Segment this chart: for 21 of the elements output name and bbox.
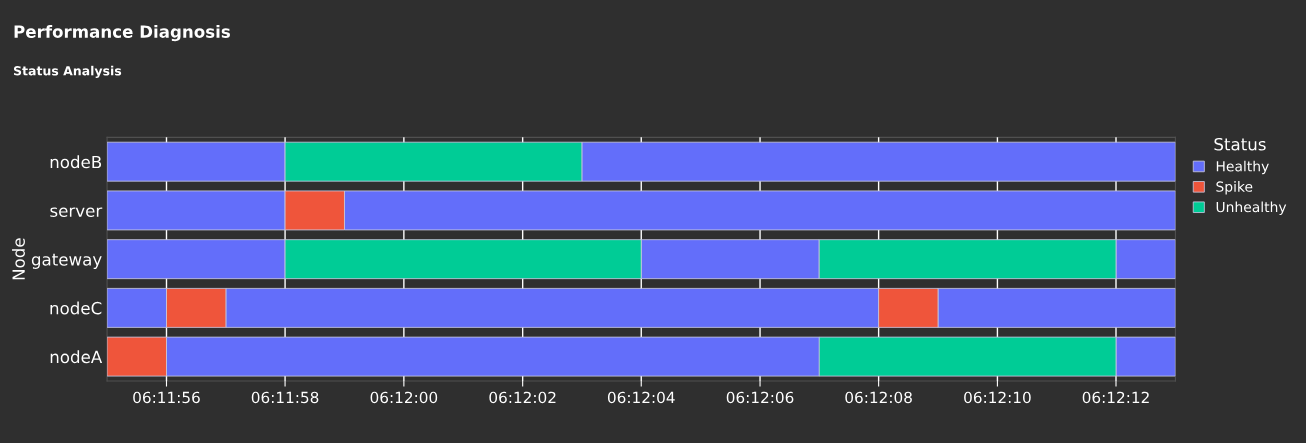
x-tick-label: 06:12:02 [489,391,556,404]
legend-label: Unhealthy [1216,201,1287,215]
y-tick-label: server [50,207,103,217]
legend-label: Spike [1216,181,1253,195]
chart-title: Performance Diagnosis [14,24,230,42]
x-tick-label: 06:12:04 [607,391,675,404]
x-tick-label: 06:12:10 [964,391,1031,404]
y-tick-label: nodeC [50,301,102,315]
x-tick-label: 06:12:00 [370,391,438,404]
x-tick-label: 06:11:56 [133,391,200,404]
x-tick-label: 06:12:06 [726,391,794,404]
y-axis-title: Node [12,238,25,280]
legend-title: Status [1214,137,1266,151]
legend-label: Healthy [1216,160,1269,175]
y-tick-label: gateway [31,253,102,269]
chart-subtitle: Status Analysis [13,65,122,79]
x-tick-label: 06:12:08 [845,391,912,404]
y-tick-label: nodeA [50,350,103,364]
y-tick-label: nodeB [50,155,102,169]
x-tick-label: 06:12:12 [1082,391,1149,404]
x-tick-label: 06:11:58 [251,391,319,404]
